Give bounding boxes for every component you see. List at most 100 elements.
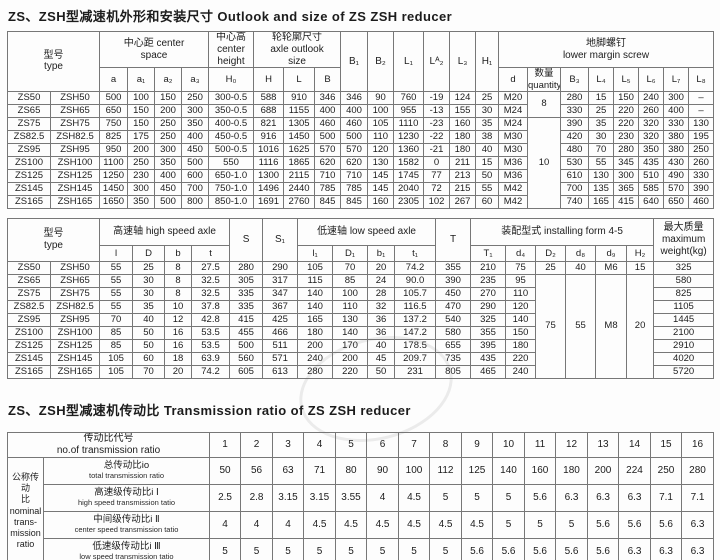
data-cell: 450-0.5 <box>208 129 255 144</box>
ratio-cell: 5.6 <box>524 537 557 560</box>
ratio-row: 公称传动 比 nominal trans- mission ratio 总传动比i… <box>7 456 715 560</box>
data-cell: 213 <box>449 168 477 183</box>
ratio-label-en: high speed transmission tatio <box>77 498 176 508</box>
ratio-cell: 250 <box>650 456 683 485</box>
data-cell: 180 <box>505 338 537 353</box>
data-cell: 55 <box>99 273 133 288</box>
ratio-cell: 3.15 <box>303 483 337 512</box>
data-cell: 330 <box>560 103 590 118</box>
data-cell: 390 <box>560 116 590 131</box>
data-cell: 150 <box>127 103 155 118</box>
model-cell: ZS165 <box>7 194 51 209</box>
data-cell: 600 <box>180 168 210 183</box>
data-cell: 350 <box>180 116 210 131</box>
data-cell: 240 <box>505 364 537 379</box>
data-cell: 30 <box>475 103 500 118</box>
ratio-cell: 3.55 <box>335 483 368 512</box>
model-cell: ZSH165 <box>50 194 100 209</box>
data-cell: 585 <box>638 181 665 196</box>
ratio-cell: 50 <box>209 456 242 485</box>
data-cell: 1450 <box>283 129 316 144</box>
data-cell: 335 <box>229 286 264 301</box>
header-cell: 2 <box>240 431 274 458</box>
data-cell: 140 <box>297 299 334 314</box>
data-cell: 760 <box>393 90 425 105</box>
data-cell: 916 <box>253 129 285 144</box>
model-cell: ZS82.5 <box>7 129 51 144</box>
data-cell: 105 <box>99 364 133 379</box>
data-cell: 200 <box>154 103 182 118</box>
data-cell: 50 <box>132 338 165 353</box>
size-row: ZS165 ZSH165 1650 350 500 800 850-1.0 1691 2760 8… <box>7 194 715 209</box>
header-cell: 轮轮廓尺寸 axle outlook size <box>253 30 342 69</box>
header-cell: H₁ <box>475 31 500 92</box>
data-cell: 35 <box>588 116 615 131</box>
data-cell: 267 <box>449 194 477 209</box>
data-cell: 25 <box>132 260 165 275</box>
data-cell: 220 <box>332 364 369 379</box>
header-cell: a <box>99 67 128 92</box>
model-cell: ZSH50 <box>50 260 100 275</box>
data-cell: 20 <box>367 260 396 275</box>
data-cell: 150 <box>127 116 155 131</box>
model-cell: ZSH65 <box>50 273 100 288</box>
data-cell: 105 <box>367 116 395 131</box>
data-cell: 95 <box>505 273 537 288</box>
data-cell: 180 <box>449 142 477 157</box>
quantity-cell: 8 <box>527 90 562 118</box>
data-cell: 32 <box>367 299 396 314</box>
ratio-cell: 5 <box>429 537 463 560</box>
data-cell: 1625 <box>283 142 316 157</box>
model-cell: ZS145 <box>7 181 51 196</box>
size-row: ZS100 ZSH100 1100 250 350 500 550 1116 1865 620 62… <box>7 155 715 170</box>
ratio-cell: 5.6 <box>555 537 589 560</box>
data-cell: 500 <box>180 155 210 170</box>
data-cell: 150 <box>613 90 640 105</box>
model-cell: ZSH50 <box>50 90 100 105</box>
data-cell: 415 <box>613 194 640 209</box>
quantity-cell: 10 <box>527 116 562 209</box>
data-cell: 130 <box>367 155 395 170</box>
data-cell: 355 <box>470 325 507 340</box>
data-cell: 85 <box>99 325 133 340</box>
data-cell: 450 <box>180 142 210 157</box>
data-cell: 55 <box>588 155 615 170</box>
data-cell: 850-1.0 <box>208 194 255 209</box>
ratio-cell: 5 <box>209 537 242 560</box>
data-cell: 74.2 <box>394 260 437 275</box>
header-cell: 4 <box>303 431 337 458</box>
data-cell: 200 <box>297 338 334 353</box>
ratio-cell: 6.3 <box>618 537 652 560</box>
header-cell: d <box>498 67 529 92</box>
data-cell: 85 <box>332 273 369 288</box>
model-cell: ZS75 <box>7 116 51 131</box>
axle-row: ZS125 ZSH125 85 50 16 53.5 500 511 200 170 40 178.5… <box>7 338 715 353</box>
data-cell: 70 <box>332 260 369 275</box>
model-cell: ZSH165 <box>50 364 100 379</box>
data-cell: 367 <box>262 299 299 314</box>
header-cell: 数量 quantity <box>527 67 562 92</box>
header-cell: l <box>99 244 133 262</box>
data-cell: 240 <box>638 90 665 105</box>
data-cell: 55 <box>99 299 133 314</box>
form-cell: 15 <box>626 260 655 275</box>
data-cell: 700 <box>180 181 210 196</box>
header-cell: d₄ <box>505 244 537 262</box>
model-cell: ZSH82.5 <box>50 129 100 144</box>
data-cell: 72 <box>423 181 451 196</box>
data-cell: 300 <box>180 103 210 118</box>
header-cell: D₁ <box>332 244 369 262</box>
ratio-label-en: total transmission ratio <box>88 471 165 481</box>
data-cell: 700 <box>560 181 590 196</box>
header-cell: 6 <box>366 431 400 458</box>
data-cell: 1016 <box>253 142 285 157</box>
data-cell: 60 <box>475 194 500 209</box>
weight-cell: 2910 <box>653 338 715 353</box>
data-cell: 165 <box>297 312 334 327</box>
data-cell: 460 <box>688 194 715 209</box>
data-cell: 430 <box>663 155 690 170</box>
data-cell: 395 <box>470 338 507 353</box>
data-cell: 220 <box>613 116 640 131</box>
